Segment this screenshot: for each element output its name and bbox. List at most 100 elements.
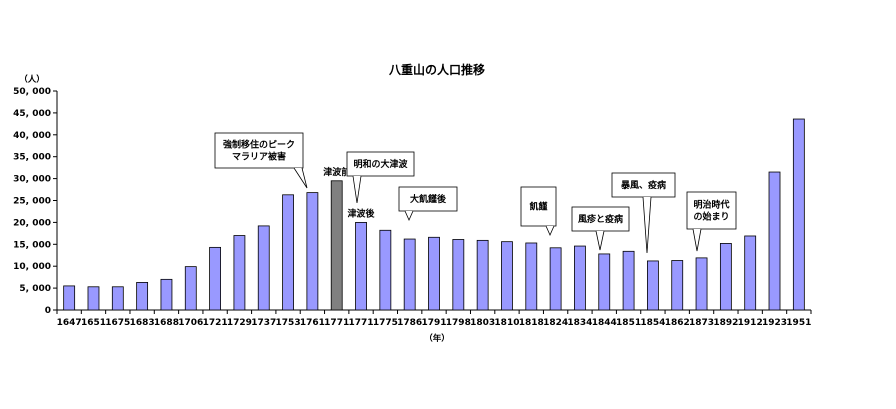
bar (647, 260, 659, 311)
bar (136, 282, 149, 311)
bar-label: 津波前 (323, 166, 350, 178)
bar (111, 286, 124, 311)
callout-text: 明和の大津波 (353, 158, 408, 170)
bar (476, 239, 489, 311)
bar (209, 246, 221, 311)
x-tick-label: 1775 (373, 318, 398, 328)
callout-pointer (404, 210, 414, 221)
y-tick-labels: 0 5, 000 10, 000 15, 000 20, 000 25, 000 30, 0… (13, 87, 51, 316)
x-tick-label: 1818 (519, 318, 544, 328)
x-tick-label: 1651 (81, 318, 106, 328)
bar (379, 229, 392, 311)
chart-title: 八重山の人口推移 (388, 62, 485, 77)
callout-text: マラリア被害 (232, 151, 286, 163)
callout-text: 強制移住のピーク (223, 139, 295, 151)
x-tick-label: 1771 (324, 318, 349, 328)
x-tick-label: 1854 (640, 318, 665, 328)
callout: 風疹と疫病 (571, 206, 630, 251)
bar (428, 236, 440, 311)
x-tick-label: 1810 (494, 318, 519, 328)
callout-pointer (642, 196, 652, 254)
x-tick-label: 1688 (154, 318, 179, 328)
x-tick-label: 1786 (397, 318, 422, 328)
x-tick-label: 1862 (665, 318, 690, 328)
bar (160, 278, 173, 311)
y-tick-label: 10, 000 (13, 262, 51, 272)
bar (792, 118, 805, 311)
bar-label: 津波後 (348, 207, 376, 219)
callout: 明和の大津波 (346, 151, 415, 204)
x-tick-label: 1729 (227, 318, 252, 328)
bar (598, 253, 611, 311)
callout: 飢饉 (520, 186, 557, 236)
callout-text: の始まり (693, 211, 729, 223)
bar (452, 239, 465, 311)
callout-text: 暴風、疫病 (620, 179, 666, 191)
x-tick-label: 1647 (57, 318, 82, 328)
x-tick-label: 1873 (689, 318, 714, 328)
callout-box (520, 186, 557, 227)
y-tick-label: 45, 000 (13, 109, 51, 119)
callout-pointer (692, 228, 702, 252)
y-axis-unit: （人） (19, 74, 45, 85)
x-tick-label: 1791 (421, 318, 446, 328)
bar (525, 242, 538, 311)
x-tick-label: 1923 (762, 318, 787, 328)
bar (282, 194, 294, 311)
x-tick-label: 1798 (446, 318, 471, 328)
x-tick-label: 1844 (592, 318, 617, 328)
bar (403, 238, 416, 311)
callout-box (398, 186, 458, 212)
axes (53, 90, 812, 314)
x-tick-label: 1683 (130, 318, 155, 328)
bar (355, 221, 367, 311)
x-tick-label: 1834 (567, 318, 592, 328)
x-tick-label: 1706 (178, 318, 203, 328)
callout-pointer (352, 175, 362, 204)
x-axis-unit: （年） (424, 333, 450, 344)
bar (695, 257, 708, 311)
x-tick-label: 1737 (251, 318, 276, 328)
bar (306, 192, 319, 311)
y-tick-label: 15, 000 (13, 240, 51, 250)
bar (549, 247, 562, 311)
y-tick-label: 35, 000 (13, 153, 51, 163)
bar (719, 243, 732, 311)
callout-text: 風疹と疫病 (578, 213, 623, 225)
callout: 大飢饉後 (398, 186, 458, 221)
annotations: 津波前津波後強制移住のピークマラリア被害明和の大津波大飢饉後飢饉風疹と疫病暴風、… (214, 132, 737, 254)
x-tick-label: 1761 (300, 318, 325, 328)
callout-text: 飢饉 (528, 201, 547, 213)
callout-text: 大飢饉後 (410, 193, 447, 205)
bar (63, 285, 76, 311)
bar (768, 171, 781, 311)
x-tick-label: 1951 (786, 318, 811, 328)
x-tick-labels: 1647 1651 1675 1683 1688 1706 1721 1729 1737 1753… (57, 318, 812, 328)
x-tick-label: 1851 (616, 318, 641, 328)
bar (622, 250, 635, 311)
y-tick-label: 50, 000 (13, 87, 51, 97)
callout-text: 明治時代 (693, 199, 729, 211)
callout-pointer (545, 225, 555, 236)
x-tick-label: 1803 (470, 318, 495, 328)
callout-box (346, 151, 415, 177)
callout-box (214, 132, 304, 169)
y-tick-label: 0 (45, 306, 51, 316)
y-tick-label: 20, 000 (13, 218, 51, 228)
callout: 暴風、疫病 (611, 172, 676, 254)
x-tick-label: 1753 (276, 318, 301, 328)
y-tick-label: 5, 000 (19, 284, 51, 294)
x-tick-label: 1892 (713, 318, 738, 328)
bar (574, 245, 586, 311)
x-tick-label: 1912 (738, 318, 763, 328)
bar (501, 241, 513, 311)
x-tick-label: 1721 (203, 318, 228, 328)
bar (671, 260, 684, 311)
y-tick-label: 30, 000 (13, 175, 51, 185)
y-tick-label: 40, 000 (13, 131, 51, 141)
bar (330, 180, 343, 311)
